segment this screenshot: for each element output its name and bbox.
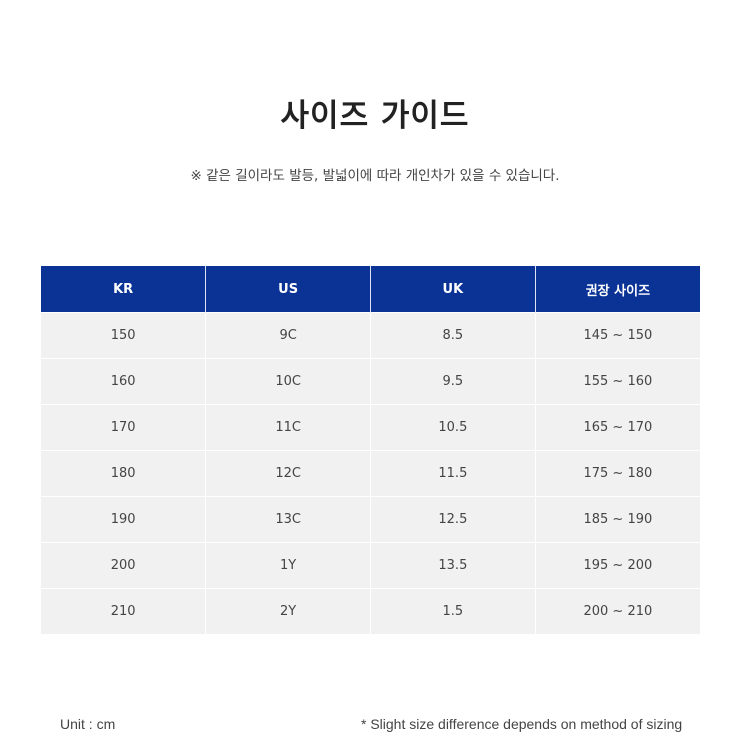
cell-kr: 150 (41, 312, 207, 359)
cell-kr: 160 (41, 358, 207, 405)
cell-us: 13C (205, 496, 371, 543)
table-row: 150 9C 8.5 145 ~ 150 (41, 312, 700, 359)
cell-recommended-size: 175 ~ 180 (534, 450, 700, 497)
cell-uk: 11.5 (370, 450, 536, 497)
size-note: ※ 같은 길이라도 발등, 발넓이에 따라 개인차가 있을 수 있습니다. (190, 168, 560, 184)
cell-us: 10C (205, 358, 371, 405)
cell-recommended-size: 185 ~ 190 (534, 496, 700, 543)
cell-us: 12C (205, 450, 371, 497)
header-recommended-size: 권장 사이즈 (534, 266, 700, 313)
cell-kr: 180 (41, 450, 207, 497)
header-kr: KR (41, 266, 207, 313)
cell-recommended-size: 145 ~ 150 (534, 312, 700, 359)
cell-us: 11C (205, 404, 371, 451)
cell-us: 1Y (205, 542, 371, 589)
cell-kr: 190 (41, 496, 207, 543)
cell-kr: 200 (41, 542, 207, 589)
cell-uk: 9.5 (370, 358, 536, 405)
cell-uk: 10.5 (370, 404, 536, 451)
cell-uk: 13.5 (370, 542, 536, 589)
table-row: 210 2Y 1.5 200 ~ 210 (41, 588, 700, 635)
table-row: 160 10C 9.5 155 ~ 160 (41, 358, 700, 405)
cell-uk: 12.5 (370, 496, 536, 543)
table-row: 180 12C 11.5 175 ~ 180 (41, 450, 700, 497)
table-row: 190 13C 12.5 185 ~ 190 (41, 496, 700, 543)
cell-uk: 8.5 (370, 312, 536, 359)
cell-recommended-size: 165 ~ 170 (534, 404, 700, 451)
disclaimer: * Slight size difference depends on meth… (361, 716, 683, 732)
cell-recommended-size: 155 ~ 160 (534, 358, 700, 405)
cell-uk: 1.5 (370, 588, 536, 635)
cell-us: 9C (205, 312, 371, 359)
header-uk: UK (370, 266, 536, 313)
table-row: 170 11C 10.5 165 ~ 170 (41, 404, 700, 451)
size-table: KR US UK 권장 사이즈 150 9C 8.5 145 ~ 150 160 10C 9… (41, 266, 700, 635)
cell-recommended-size: 200 ~ 210 (534, 588, 700, 635)
cell-us: 2Y (205, 588, 371, 635)
table-header-row: KR US UK 권장 사이즈 (41, 266, 700, 313)
header-us: US (205, 266, 371, 313)
cell-kr: 170 (41, 404, 207, 451)
table-row: 200 1Y 13.5 195 ~ 200 (41, 542, 700, 589)
page-title: 사이즈 가이드 (280, 98, 470, 134)
cell-kr: 210 (41, 588, 207, 635)
unit-label: Unit : cm (60, 716, 116, 732)
cell-recommended-size: 195 ~ 200 (534, 542, 700, 589)
